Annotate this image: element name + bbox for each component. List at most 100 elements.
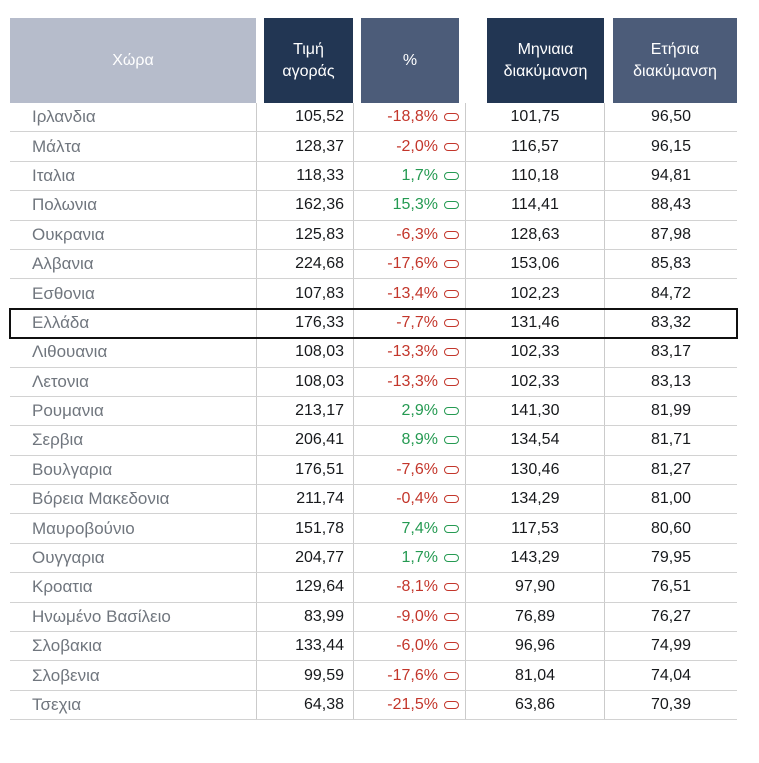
- monthly-variation-cell: 102,33: [465, 338, 604, 367]
- monthly-variation-cell: 102,33: [465, 367, 604, 396]
- trend-icon: [444, 260, 459, 269]
- table-row: Ουγγαρια 204,77 1,7% 143,29 79,95: [10, 543, 737, 574]
- percent-cell: 7,4%: [353, 514, 465, 543]
- monthly-variation-cell: 114,41: [465, 191, 604, 220]
- percent-value: -17,6%: [387, 666, 438, 684]
- trend-icon: [444, 318, 459, 327]
- country-cell: Κροατια: [32, 577, 93, 597]
- purchase-price-cell: 213,17: [256, 396, 353, 426]
- country-cell: Πολωνια: [32, 195, 98, 215]
- monthly-variation-cell: 116,57: [465, 132, 604, 161]
- trend-icon: [444, 524, 459, 533]
- table-row: Πολωνια 162,36 15,3% 114,41 88,43: [10, 191, 737, 221]
- table-row: Ηνωμένο Βασίλειο 83,99 -9,0% 76,89 76,27: [10, 602, 737, 633]
- table-row: Λετονια 108,03 -13,3% 102,33 83,13: [10, 367, 737, 397]
- trend-icon: [444, 407, 459, 416]
- annual-variation-cell: 94,81: [604, 161, 737, 191]
- header-country-label: Χώρα: [112, 51, 154, 69]
- percent-value: -8,1%: [396, 578, 438, 596]
- monthly-variation-cell: 96,96: [465, 632, 604, 661]
- percent-value: 1,7%: [401, 166, 438, 184]
- monthly-variation-cell: 101,75: [465, 103, 604, 132]
- annual-variation-cell: 70,39: [604, 690, 737, 720]
- purchase-price-cell: 204,77: [256, 543, 353, 573]
- header-purchase-price-label: Τιμή αγοράς: [282, 40, 335, 80]
- purchase-price-cell: 128,37: [256, 132, 353, 161]
- percent-cell: -0,4%: [353, 485, 465, 514]
- percent-value: -2,0%: [396, 137, 438, 155]
- table-row: Σερβια 206,41 8,9% 134,54 81,71: [10, 426, 737, 456]
- purchase-price-cell: 118,33: [256, 161, 353, 191]
- percent-value: -13,4%: [387, 284, 438, 302]
- country-cell: Εσθονια: [32, 283, 95, 303]
- percent-value: -9,0%: [396, 607, 438, 625]
- purchase-price-cell: 83,99: [256, 602, 353, 632]
- country-cell: Ουγγαρια: [32, 548, 105, 568]
- monthly-variation-cell: 134,54: [465, 426, 604, 455]
- annual-variation-cell: 83,32: [604, 308, 737, 338]
- monthly-variation-cell: 141,30: [465, 396, 604, 426]
- percent-value: 1,7%: [401, 549, 438, 567]
- annual-variation-cell: 88,43: [604, 191, 737, 220]
- percent-value: 15,3%: [392, 196, 438, 214]
- header-percent: %: [361, 18, 459, 103]
- annual-variation-cell: 76,27: [604, 602, 737, 632]
- table-header: Χώρα Τιμή αγοράς % Μηνιαια διακύμανση Ετ…: [10, 18, 737, 103]
- percent-cell: 8,9%: [353, 426, 465, 455]
- country-cell: Βουλγαρια: [32, 459, 113, 479]
- percent-cell: 2,9%: [353, 396, 465, 426]
- annual-variation-cell: 81,71: [604, 426, 737, 455]
- monthly-variation-cell: 153,06: [465, 249, 604, 279]
- percent-cell: 15,3%: [353, 191, 465, 220]
- monthly-variation-cell: 131,46: [465, 308, 604, 338]
- purchase-price-cell: 125,83: [256, 220, 353, 249]
- header-monthly-variation: Μηνιαια διακύμανση: [487, 18, 604, 103]
- percent-value: -13,3%: [387, 372, 438, 390]
- trend-icon: [444, 142, 459, 151]
- percent-cell: -9,0%: [353, 602, 465, 632]
- percent-cell: -2,0%: [353, 132, 465, 161]
- table-row: Σλοβενια 99,59 -17,6% 81,04 74,04: [10, 661, 737, 691]
- table-row: Εσθονια 107,83 -13,4% 102,23 84,72: [10, 279, 737, 309]
- table-row: Μαυροβούνιο 151,78 7,4% 117,53 80,60: [10, 514, 737, 544]
- annual-variation-cell: 83,17: [604, 338, 737, 367]
- trend-icon: [444, 377, 459, 386]
- header-purchase-price: Τιμή αγοράς: [264, 18, 353, 103]
- percent-value: -17,6%: [387, 255, 438, 273]
- country-cell: Μάλτα: [32, 136, 81, 156]
- percent-cell: 1,7%: [353, 543, 465, 573]
- monthly-variation-cell: 130,46: [465, 455, 604, 485]
- percent-value: -21,5%: [387, 696, 438, 713]
- percent-cell: -13,4%: [353, 279, 465, 308]
- annual-variation-cell: 87,98: [604, 220, 737, 249]
- country-cell: Μαυροβούνιο: [32, 518, 135, 538]
- table-row: Τσεχια 64,38 -21,5% 63,86 70,39: [10, 690, 737, 721]
- purchase-price-cell: 133,44: [256, 632, 353, 661]
- country-cell: Τσεχια: [32, 695, 82, 714]
- purchase-price-cell: 105,52: [256, 103, 353, 132]
- purchase-price-cell: 108,03: [256, 338, 353, 367]
- purchase-price-cell: 176,33: [256, 308, 353, 338]
- monthly-variation-cell: 117,53: [465, 514, 604, 543]
- percent-cell: -13,3%: [353, 367, 465, 396]
- country-price-table: Χώρα Τιμή αγοράς % Μηνιαια διακύμανση Ετ…: [9, 18, 738, 721]
- trend-icon: [444, 465, 459, 474]
- trend-icon: [444, 201, 459, 210]
- annual-variation-cell: 76,51: [604, 573, 737, 602]
- annual-variation-cell: 81,27: [604, 455, 737, 485]
- purchase-price-cell: 108,03: [256, 367, 353, 396]
- trend-icon: [444, 171, 459, 180]
- percent-cell: -8,1%: [353, 573, 465, 602]
- percent-value: -18,8%: [387, 108, 438, 126]
- percent-value: -0,4%: [396, 490, 438, 508]
- country-cell: Ελλάδα: [32, 312, 90, 332]
- table-row: Ρουμανια 213,17 2,9% 141,30 81,99: [10, 396, 737, 427]
- table-row: Ελλάδα 176,33 -7,7% 131,46 83,32: [9, 307, 738, 340]
- table-row: Ουκρανια 125,83 -6,3% 128,63 87,98: [10, 220, 737, 250]
- percent-value: -6,3%: [396, 225, 438, 243]
- country-cell: Βόρεια Μακεδονια: [32, 489, 170, 509]
- trend-icon: [444, 642, 459, 651]
- percent-cell: -17,6%: [353, 249, 465, 279]
- annual-variation-cell: 74,99: [604, 632, 737, 661]
- percent-cell: -7,6%: [353, 455, 465, 485]
